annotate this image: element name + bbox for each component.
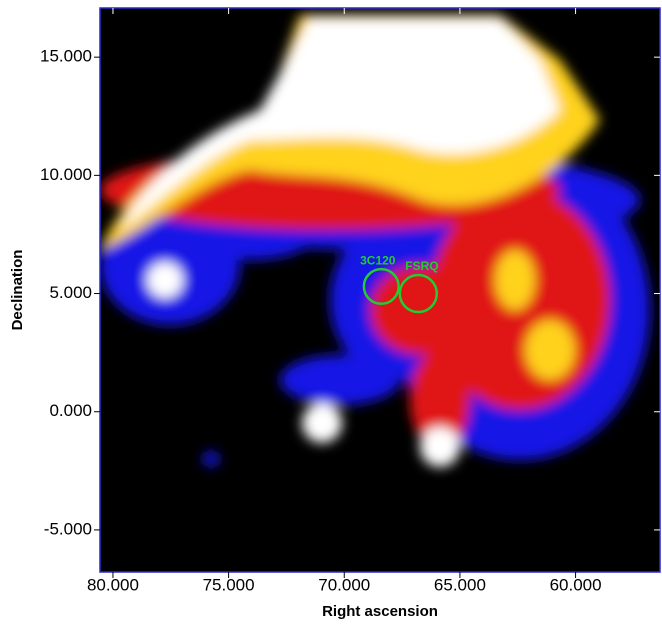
x-tick-label: 75.000 xyxy=(203,575,255,594)
y-axis-title: Declination xyxy=(9,250,26,331)
y-tick-label: 5.000 xyxy=(49,283,92,302)
source-label: 3C120 xyxy=(360,253,396,267)
y-tick-label: -5.000 xyxy=(44,519,92,538)
heatmap xyxy=(100,8,660,572)
y-tick-label: 15.000 xyxy=(40,47,92,66)
source-label: FSRQ xyxy=(405,259,438,273)
chart: Right ascension Declination 80.000 75.000… xyxy=(0,0,662,627)
x-tick-label: 65.000 xyxy=(434,575,486,594)
x-tick-label: 80.000 xyxy=(87,575,139,594)
x-axis-title: Right ascension xyxy=(322,603,438,620)
x-tick-label: 70.000 xyxy=(318,575,370,594)
y-tick-label: 0.000 xyxy=(49,401,92,420)
x-tick-label: 60.000 xyxy=(550,575,602,594)
y-tick-label: 10.000 xyxy=(40,165,92,184)
